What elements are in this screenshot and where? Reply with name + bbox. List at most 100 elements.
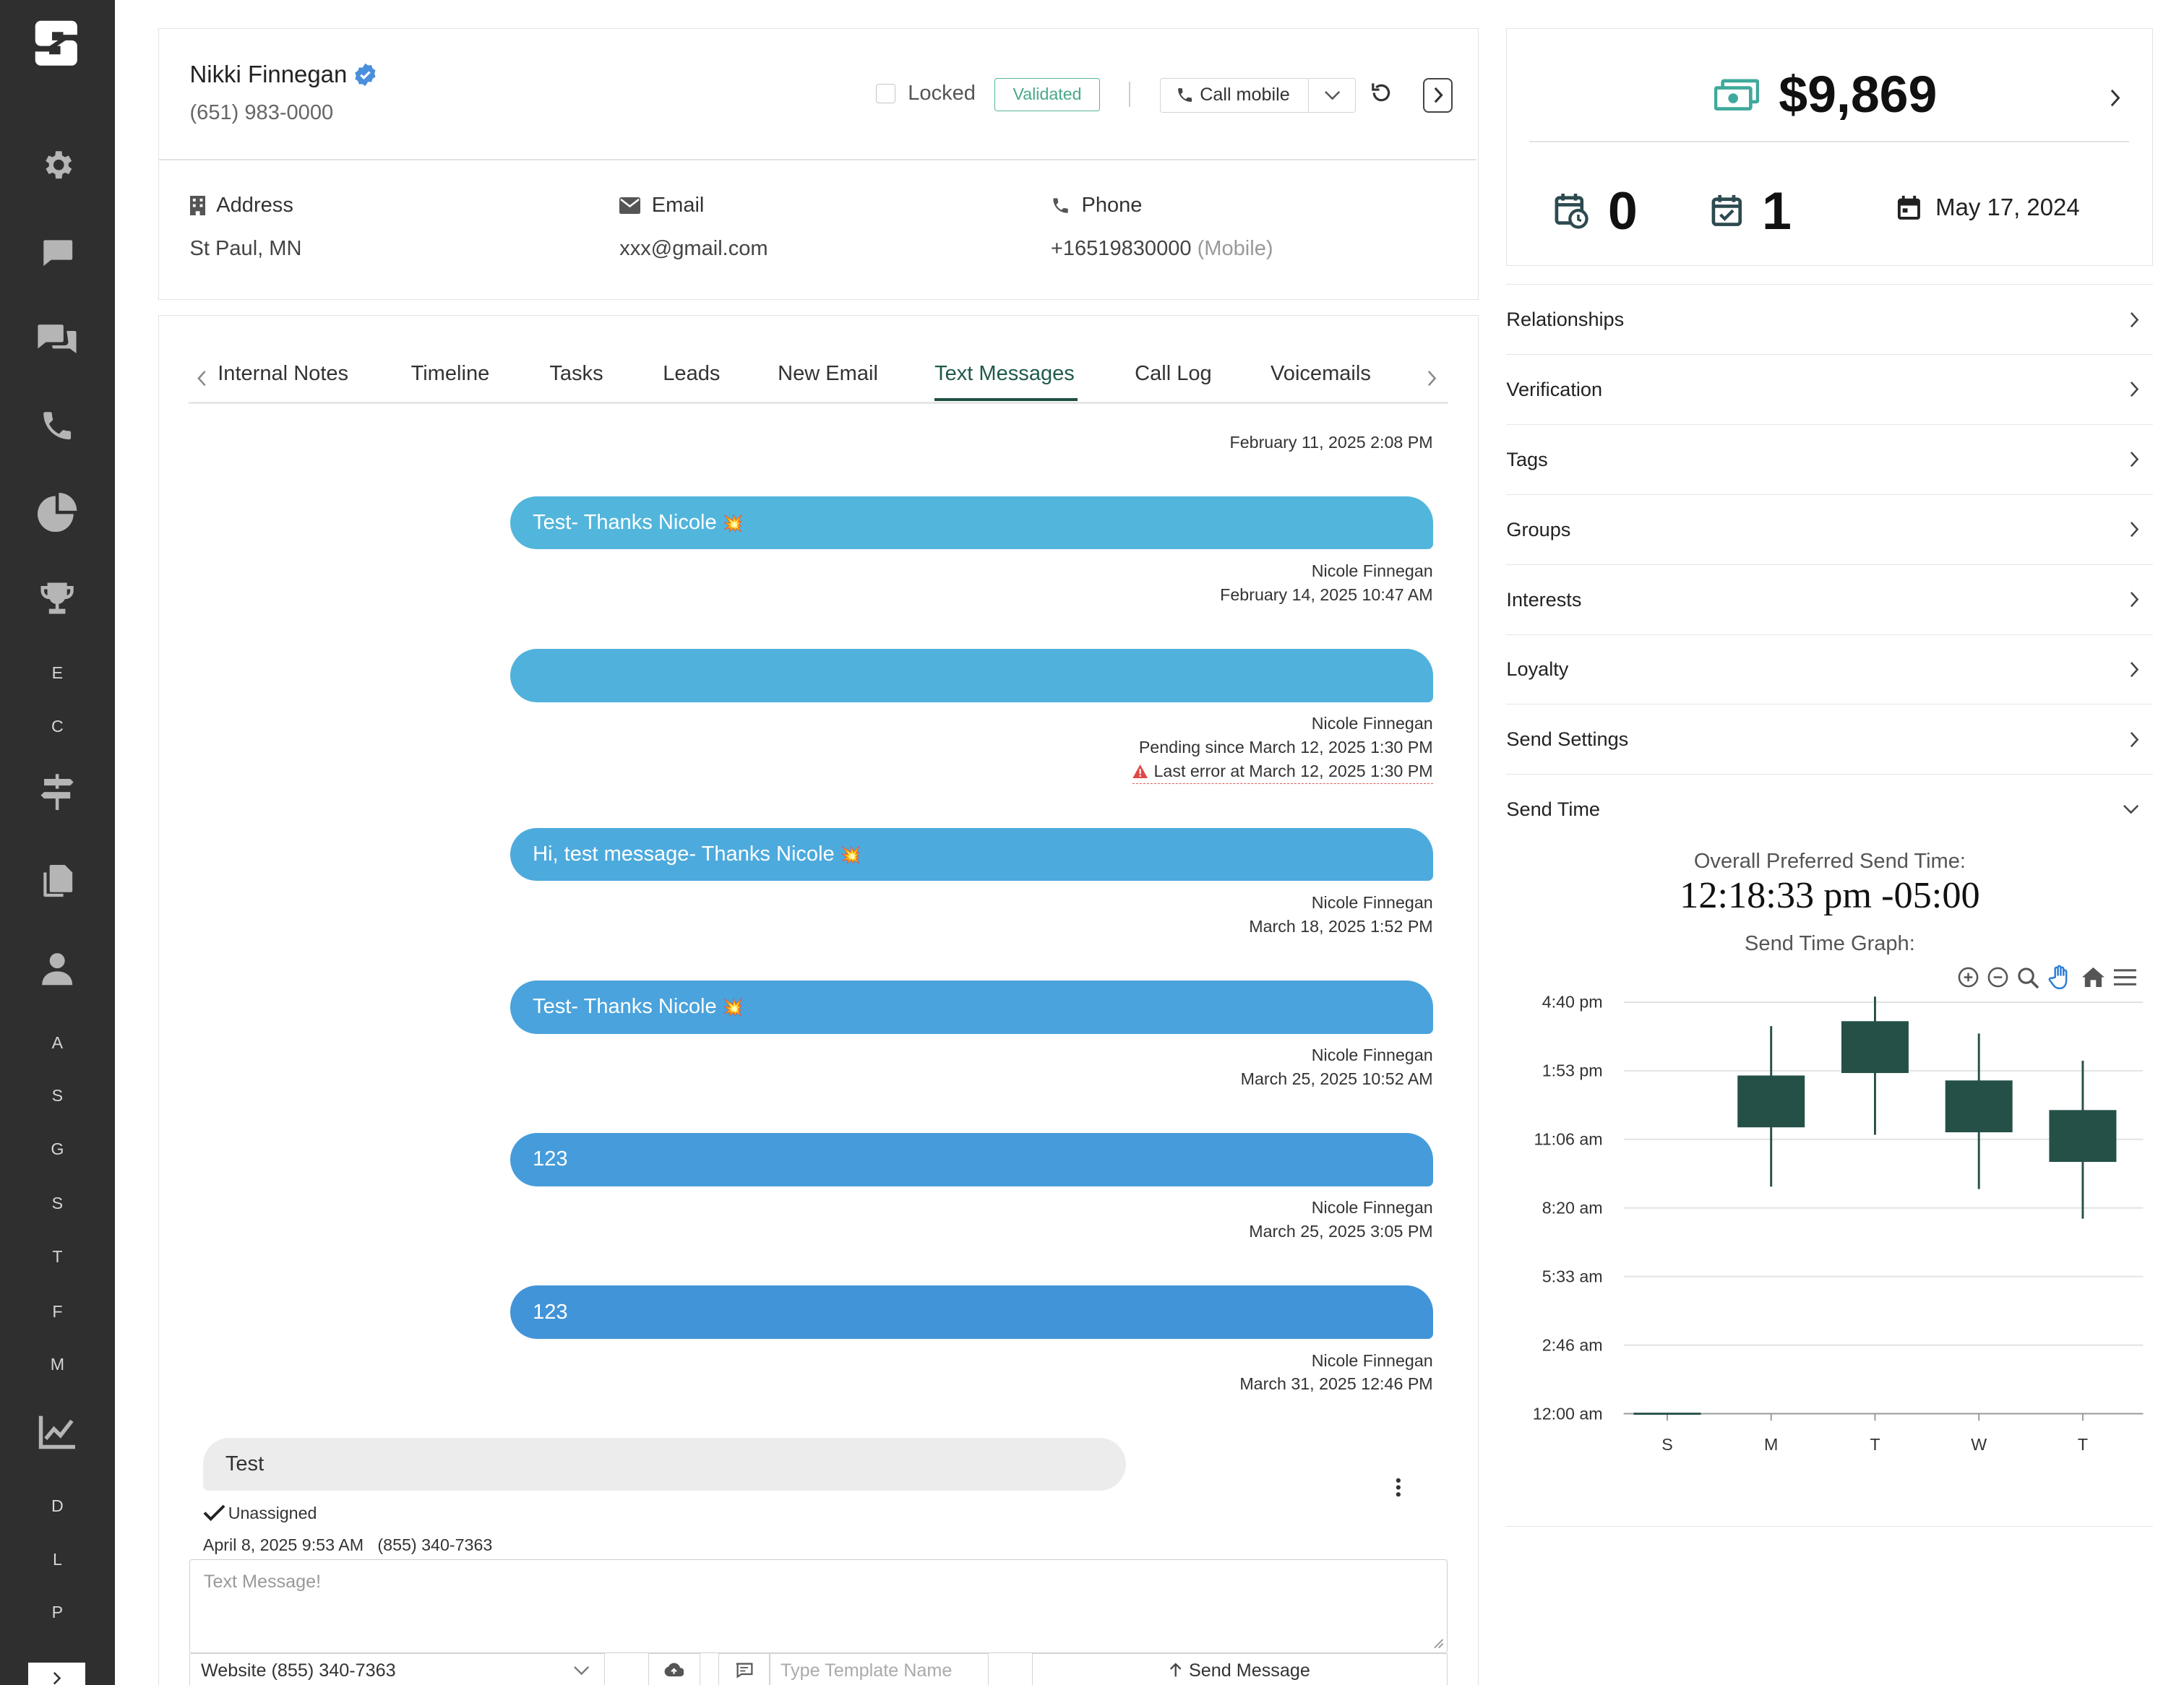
sidebar-letter[interactable]: L: [52, 1549, 62, 1569]
accordion-send-time[interactable]: Send Time: [1506, 774, 2154, 844]
template-name-input[interactable]: Type Template Name: [770, 1652, 989, 1685]
x-tick-label: T: [2078, 1435, 2088, 1454]
call-mobile-main[interactable]: Call mobile: [1161, 78, 1310, 112]
sidebar: E C A S G S T F M D L P: [0, 0, 115, 1685]
magnifier-icon[interactable]: [2016, 966, 2042, 988]
sidebar-letter[interactable]: C: [51, 716, 64, 736]
zoom-in-icon[interactable]: [1957, 966, 1979, 988]
chat-icon[interactable]: [0, 227, 115, 277]
message-meta: Nicole Finnegan Pending since March 12, …: [1132, 712, 1433, 785]
lifetime-value: $9,869: [1714, 65, 1937, 124]
outgoing-message[interactable]: Test- Thanks Nicole 💥: [510, 496, 1433, 550]
sidebar-letter[interactable]: T: [52, 1247, 63, 1267]
resize-handle-icon[interactable]: [1433, 1638, 1444, 1649]
chevron-right-icon[interactable]: [1426, 370, 1437, 387]
tab-voicemails[interactable]: Voicemails: [1271, 361, 1371, 385]
tab-leads[interactable]: Leads: [663, 361, 721, 385]
outgoing-message[interactable]: 123: [510, 1133, 1433, 1186]
sidebar-letter[interactable]: P: [51, 1603, 64, 1622]
conversations-icon[interactable]: [0, 314, 115, 364]
sidebar-letter[interactable]: E: [51, 663, 64, 683]
from-number-value: Website (855) 340-7363: [201, 1660, 396, 1681]
message-error[interactable]: Last error at March 12, 2025 1:30 PM: [1132, 759, 1433, 784]
accordion-verification[interactable]: Verification: [1506, 354, 2154, 424]
pie-chart-icon[interactable]: [0, 487, 115, 538]
user-icon[interactable]: [0, 944, 115, 994]
accordion-relationships[interactable]: Relationships: [1506, 284, 2154, 354]
chevron-left-icon[interactable]: [197, 370, 207, 387]
x-tick-label: W: [1972, 1435, 1987, 1454]
message-author: Nicole Finnegan: [1311, 1350, 1433, 1370]
refresh-icon[interactable]: [1369, 80, 1394, 111]
incoming-message[interactable]: Test: [202, 1437, 1126, 1491]
tab-internal-notes[interactable]: Internal Notes: [218, 361, 349, 385]
address-section: Address St Paul, MN: [189, 194, 301, 261]
contact-name-text: Nikki Finnegan: [189, 61, 348, 88]
template-button[interactable]: [718, 1652, 770, 1685]
accordion-tags[interactable]: Tags: [1506, 423, 2154, 494]
date-stat: May 17, 2024: [1896, 194, 2080, 221]
sidebar-letter[interactable]: D: [51, 1496, 64, 1515]
calendar-clock-icon: [1555, 194, 1588, 229]
tab-timeline[interactable]: Timeline: [410, 361, 490, 385]
chart-toolbar: [1957, 965, 2138, 990]
logo[interactable]: [0, 14, 115, 72]
tab-call-log[interactable]: Call Log: [1135, 361, 1212, 385]
message-author: Nicole Finnegan: [1311, 1046, 1433, 1065]
sidebar-letter[interactable]: A: [51, 1033, 64, 1052]
more-options-icon[interactable]: [1396, 1477, 1401, 1503]
sidebar-letter[interactable]: M: [50, 1355, 65, 1374]
outgoing-message[interactable]: 123: [510, 1285, 1433, 1339]
sidebar-letter[interactable]: S: [51, 1194, 64, 1213]
pan-hand-icon[interactable]: [2048, 965, 2073, 990]
accordion-send-settings[interactable]: Send Settings: [1506, 704, 2154, 774]
email-value[interactable]: xxx@gmail.com: [619, 237, 768, 261]
upload-button[interactable]: [648, 1652, 700, 1685]
settings-icon[interactable]: [0, 140, 115, 191]
call-dropdown-toggle[interactable]: [1309, 90, 1355, 100]
phone-icon[interactable]: [0, 400, 115, 451]
trophy-icon[interactable]: [0, 574, 115, 624]
tab-text-messages[interactable]: Text Messages: [934, 361, 1075, 385]
tab-tasks[interactable]: Tasks: [549, 361, 603, 385]
copy-icon[interactable]: [0, 857, 115, 908]
zoom-out-icon[interactable]: [1987, 966, 2009, 988]
outgoing-message[interactable]: [510, 648, 1433, 702]
y-tick-label: 12:00 am: [1533, 1404, 1603, 1423]
next-contact-button[interactable]: [1423, 77, 1453, 113]
outgoing-message[interactable]: Hi, test message- Thanks Nicole 💥: [510, 827, 1433, 882]
message-author: Nicole Finnegan: [1311, 1198, 1433, 1218]
accordion-loyalty[interactable]: Loyalty: [1506, 634, 2154, 704]
menu-icon[interactable]: [2112, 968, 2138, 987]
chevron-right-icon: [2130, 311, 2138, 327]
send-message-button[interactable]: Send Message: [1031, 1652, 1448, 1685]
accordion-groups[interactable]: Groups: [1506, 494, 2154, 564]
sidebar-letter[interactable]: S: [51, 1086, 64, 1106]
line-chart-icon[interactable]: [0, 1407, 115, 1457]
y-tick-label: 5:33 am: [1542, 1267, 1603, 1285]
phone-value[interactable]: +16519830000: [1050, 237, 1192, 261]
sidebar-expand-button[interactable]: [27, 1663, 86, 1685]
home-icon[interactable]: [2081, 966, 2106, 988]
accordion-interests[interactable]: Interests: [1506, 564, 2154, 634]
signpost-icon[interactable]: [0, 767, 115, 818]
message-emoji: 💥: [840, 845, 861, 864]
envelope-icon: [619, 197, 641, 215]
outgoing-message[interactable]: Test- Thanks Nicole 💥: [510, 981, 1433, 1034]
tab-bar: Internal Notes Timeline Tasks Leads New …: [188, 359, 1449, 404]
warning-icon: [1132, 764, 1148, 779]
send-time-title: Overall Preferred Send Time:: [1693, 849, 1966, 873]
locked-checkbox[interactable]: [875, 84, 895, 104]
sidebar-letter[interactable]: F: [52, 1301, 63, 1321]
from-number-select[interactable]: Website (855) 340-7363: [189, 1652, 605, 1685]
message-textarea[interactable]: Text Message!: [189, 1559, 1448, 1653]
call-mobile-button[interactable]: Call mobile: [1159, 77, 1357, 113]
chevron-right-icon[interactable]: [2109, 87, 2121, 113]
message-emoji: 💥: [722, 997, 744, 1017]
tab-new-email[interactable]: New Email: [778, 361, 878, 385]
money-icon: [1714, 79, 1760, 111]
locked-toggle[interactable]: Locked: [875, 82, 976, 105]
sidebar-letter[interactable]: G: [51, 1139, 64, 1158]
check-icon: [203, 1504, 225, 1522]
call-mobile-label: Call mobile: [1200, 85, 1290, 105]
